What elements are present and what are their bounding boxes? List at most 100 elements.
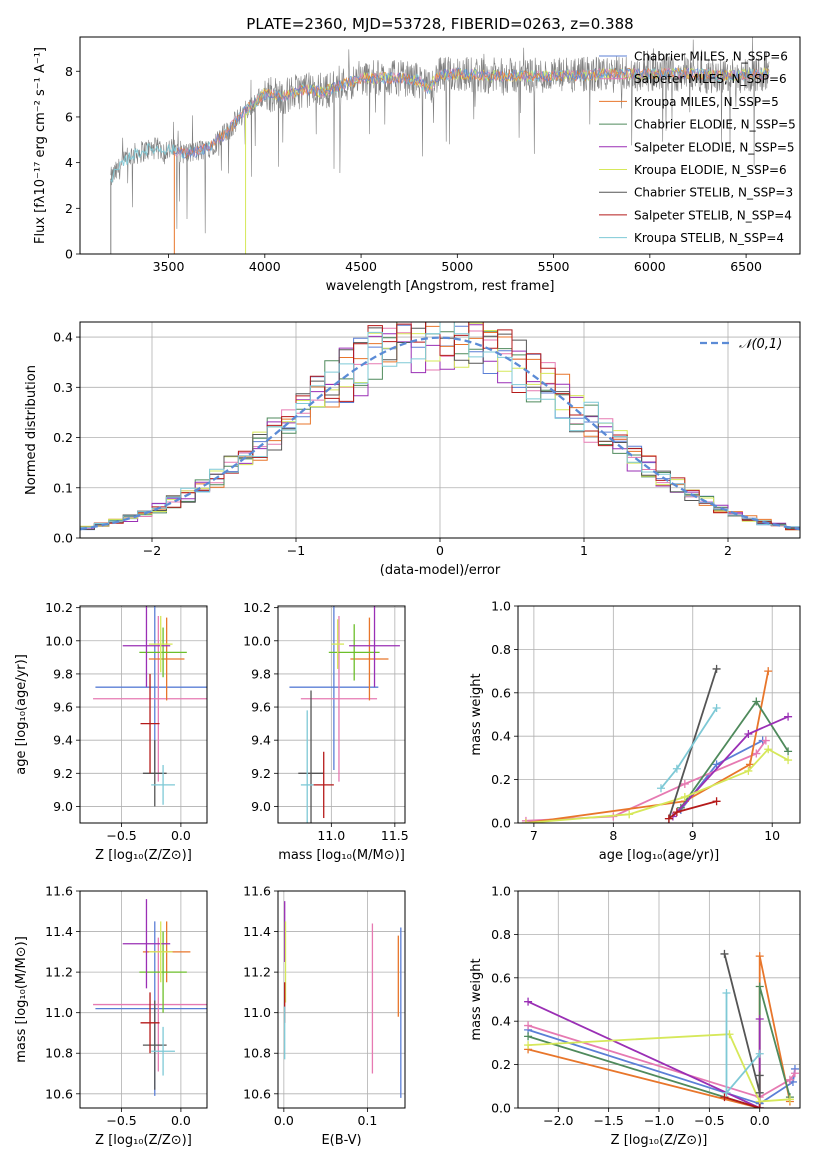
axes-mass_vs_Z: −0.5 0.0 10.6 10.8 11.0 11.2 11.4 11.6 Z [log₁₀(… xyxy=(14,884,207,1148)
histograms xyxy=(80,322,800,531)
axes-frame-mass_vs_EBV xyxy=(277,890,406,1109)
weight-point xyxy=(752,749,761,758)
y-axis-label: Flux [fλ10⁻¹⁷ erg cm⁻² s⁻¹ A⁻¹] xyxy=(33,47,48,244)
weight-point xyxy=(752,697,761,706)
model-salpeter-miles xyxy=(174,67,770,158)
y-tick-label: 9.4 xyxy=(53,733,73,748)
x-axis-label: mass [log₁₀(M/M⊙)] xyxy=(278,848,405,863)
x-tick-label: −1.0 xyxy=(644,1113,674,1128)
y-tick-label: 10.6 xyxy=(243,1086,271,1101)
x-tick-label: −0.5 xyxy=(106,828,136,843)
x-tick-label: 2 xyxy=(724,543,732,558)
x-axis-label: E(B-V) xyxy=(321,1133,361,1148)
y-tick-label: 1.0 xyxy=(491,599,511,614)
y-tick-label: 11.4 xyxy=(243,924,271,939)
y-tick-label: 11.2 xyxy=(243,965,271,980)
weight-point xyxy=(720,949,729,958)
legend-label: Chabrier ELODIE, N_SSP=5 xyxy=(634,118,796,132)
y-tick-label: 8 xyxy=(65,64,73,79)
weight-point xyxy=(755,1104,764,1108)
weight-line xyxy=(528,1033,790,1103)
axes-frame-mass_vs_Z xyxy=(79,890,208,1109)
weight-point xyxy=(680,792,689,801)
errorbars-mass_vs_EBV xyxy=(284,901,402,1098)
axes-frame-age_vs_Z xyxy=(79,605,208,824)
y-tick-label: 0.8 xyxy=(491,927,511,942)
y-axis-label: age [log₁₀(age/yr)] xyxy=(14,654,29,775)
y-tick-label: 0.6 xyxy=(491,970,511,985)
y-tick-label: 9.0 xyxy=(251,799,271,814)
weight-point xyxy=(755,1049,764,1058)
y-tick-label: 0.8 xyxy=(491,642,511,657)
weight-point xyxy=(524,997,533,1006)
x-tick-label: 0.0 xyxy=(171,1113,191,1128)
y-tick-label: 9.8 xyxy=(53,666,73,681)
x-tick-label: 9 xyxy=(689,828,697,843)
legend-label: Salpeter STELIB, N_SSP=4 xyxy=(634,208,792,222)
weight-point xyxy=(764,667,773,676)
weight-point xyxy=(764,745,773,754)
x-tick-label: 8 xyxy=(609,828,617,843)
weight-point xyxy=(784,756,793,765)
x-axis-label: (data-model)/error xyxy=(380,563,501,578)
weight-point xyxy=(785,1075,794,1084)
y-tick-label: 11.6 xyxy=(45,884,73,899)
weight-point xyxy=(656,784,665,793)
weight-point xyxy=(745,760,754,769)
y-tick-label: 10.8 xyxy=(45,1046,73,1061)
y-axis-label: Normed distribution xyxy=(24,365,39,495)
weight-point xyxy=(524,1021,533,1030)
weight-point xyxy=(664,814,673,823)
y-tick-label: 9.4 xyxy=(251,733,271,748)
y-tick-label: 0.4 xyxy=(491,1014,511,1029)
x-tick-label: 0.1 xyxy=(357,1113,377,1128)
y-tick-label: 11.4 xyxy=(45,924,73,939)
weight-line xyxy=(527,1000,761,1108)
y-tick-label: 10.2 xyxy=(45,600,73,615)
x-tick-label: −0.5 xyxy=(694,1113,724,1128)
legend-label: Kroupa MILES, N_SSP=5 xyxy=(634,95,779,109)
weight-point xyxy=(755,1071,764,1080)
y-tick-label: 10.8 xyxy=(243,1046,271,1061)
weight-point xyxy=(625,810,634,819)
axes-frame-age_vs_mass xyxy=(277,605,406,824)
x-tick-label: 11.5 xyxy=(381,828,409,843)
y-tick-label: 0.1 xyxy=(53,480,73,495)
x-tick-label: 0.0 xyxy=(171,828,191,843)
y-tick-label: 9.2 xyxy=(53,766,73,781)
x-tick-label: −1.5 xyxy=(593,1113,623,1128)
x-tick-label: 5500 xyxy=(538,259,570,274)
weight-point xyxy=(722,988,731,997)
y-tick-label: 0.6 xyxy=(491,685,511,700)
y-tick-label: 11.2 xyxy=(45,965,73,980)
y-tick-label: 9.6 xyxy=(251,700,271,715)
spectrum-lines xyxy=(110,37,770,254)
weight-point xyxy=(755,982,764,991)
x-tick-label: −1 xyxy=(287,543,305,558)
x-tick-label: 7 xyxy=(530,828,538,843)
y-tick-label: 2 xyxy=(65,201,73,216)
x-tick-label: 5000 xyxy=(441,259,473,274)
x-tick-label: 10 xyxy=(764,828,780,843)
axes-age_vs_Z: −0.5 0.0 9.0 9.2 9.4 9.6 9.8 10.0 10.2 Z [log₁₀(Z… xyxy=(14,600,207,863)
weight-point xyxy=(712,797,721,806)
x-tick-label: 11.0 xyxy=(317,828,345,843)
y-axis-label: mass [log₁₀(M/M⊙)] xyxy=(14,936,29,1063)
x-tick-label: 4500 xyxy=(345,259,377,274)
weight-point xyxy=(761,736,770,745)
y-axis-label: mass weight xyxy=(469,673,484,755)
legend-label: Chabrier MILES, N_SSP=6 xyxy=(634,50,788,64)
y-tick-label: 0.4 xyxy=(491,729,511,744)
y-tick-label: 11.0 xyxy=(243,1005,271,1020)
model-chabrier-miles xyxy=(174,67,770,159)
y-tick-label: 9.0 xyxy=(53,799,73,814)
weight-point xyxy=(755,1088,764,1097)
x-tick-label: 4000 xyxy=(249,259,281,274)
legend-label: Kroupa ELODIE, N_SSP=6 xyxy=(634,163,787,177)
weight-point xyxy=(672,808,681,817)
x-tick-label: −0.5 xyxy=(106,1113,136,1128)
x-tick-label: 1 xyxy=(580,543,588,558)
weight-line xyxy=(527,1024,796,1099)
weight-point xyxy=(784,712,793,721)
y-tick-label: 9.8 xyxy=(251,666,271,681)
